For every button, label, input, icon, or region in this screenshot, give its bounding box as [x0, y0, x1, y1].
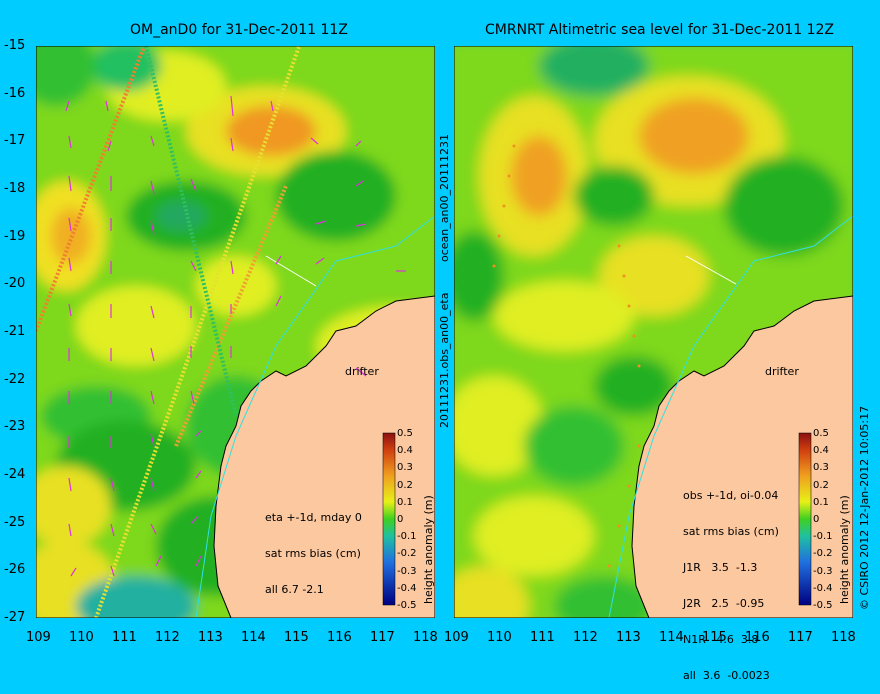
left-stats-line: eta +-1d, mday 0: [265, 511, 362, 524]
lon-tick: 109: [26, 630, 51, 645]
lon-tick: 117: [788, 630, 813, 645]
left-map-panel: [36, 46, 435, 618]
lon-tick: 115: [702, 630, 727, 645]
lat-tick: -23: [4, 419, 26, 434]
left-drifter-label: drifter: [345, 365, 379, 378]
cbar-tick: 0.3: [397, 462, 413, 473]
lat-tick: -19: [4, 229, 26, 244]
lon-tick: 112: [573, 630, 598, 645]
lon-tick: 109: [444, 630, 469, 645]
cbar-tick: -0.5: [813, 600, 833, 611]
cbar-tick: -0.1: [813, 531, 833, 542]
lon-tick: 116: [327, 630, 352, 645]
cbar-tick: -0.4: [397, 583, 417, 594]
lat-tick: -15: [4, 38, 26, 53]
left-colorbar-label: height anomaly (m): [422, 495, 435, 604]
cbar-tick: -0.3: [397, 566, 417, 577]
cbar-tick: 0.2: [397, 480, 413, 491]
right-drifter-track: [685, 255, 737, 285]
cbar-tick: -0.4: [813, 583, 833, 594]
right-observation-dots: [492, 144, 641, 568]
cbar-tick: -0.5: [397, 600, 417, 611]
cbar-tick: 0.1: [813, 497, 829, 508]
right-colorbar-label: height anomaly (m): [838, 495, 851, 604]
lon-tick: 115: [284, 630, 309, 645]
cbar-tick: -0.2: [813, 548, 833, 559]
right-stats-line: all 3.6 -0.0023: [683, 669, 770, 682]
right-map-panel: [454, 46, 853, 618]
right-stats-line: obs +-1d, oi-0.04: [683, 489, 779, 502]
right-drifter-label: drifter: [765, 365, 799, 378]
left-drifter-track: [265, 255, 317, 287]
lat-tick: -18: [4, 181, 26, 196]
lon-tick: 110: [487, 630, 512, 645]
lat-tick: -26: [4, 562, 26, 577]
lon-tick: 114: [241, 630, 266, 645]
lat-tick: -24: [4, 467, 26, 482]
right-stats-line: J2R 2.5 -0.95: [683, 597, 765, 610]
right-stats-line: J1R 3.5 -1.3: [683, 561, 758, 574]
lon-tick: 111: [530, 630, 555, 645]
middle-top-label: ocean_an00_20111231: [438, 134, 451, 262]
right-land-mass: [631, 295, 853, 618]
cbar-tick: 0.3: [813, 462, 829, 473]
left-satellite-tracks: [36, 46, 302, 618]
credit-label: © CSIRO 2012 12-Jan-2012 10:05:17: [858, 405, 871, 610]
left-land-mass: [213, 295, 435, 618]
right-map-title: CMRNRT Altimetric sea level for 31-Dec-2…: [485, 22, 835, 38]
cbar-tick: -0.3: [813, 566, 833, 577]
lon-tick: 118: [413, 630, 438, 645]
lat-tick: -17: [4, 133, 26, 148]
lat-tick: -21: [4, 324, 26, 339]
cbar-tick: 0.2: [813, 480, 829, 491]
cbar-tick: 0.4: [397, 445, 413, 456]
right-map-graphic: [454, 46, 853, 618]
middle-bottom-label: 20111231.obs_an00_eta: [438, 292, 451, 428]
left-stats: eta +-1d, mday 0 sat rms bias (cm) all 6…: [265, 488, 362, 608]
cbar-tick: 0.1: [397, 497, 413, 508]
cbar-tick: 0.5: [813, 428, 829, 439]
lon-tick: 111: [112, 630, 137, 645]
lat-tick: -20: [4, 276, 26, 291]
lat-tick: -25: [4, 515, 26, 530]
left-map-title: OM_anD0 for 31-Dec-2011 11Z: [130, 22, 348, 38]
lon-tick: 118: [831, 630, 856, 645]
left-colorbar: [382, 432, 396, 606]
right-stats-line: N1R 4.6 3.8: [683, 633, 759, 646]
left-map-graphic: [36, 46, 435, 618]
lon-tick: 113: [616, 630, 641, 645]
lon-tick: 110: [69, 630, 94, 645]
cbar-tick: 0: [397, 514, 404, 525]
left-stats-line: sat rms bias (cm): [265, 547, 361, 560]
right-contour-line: [608, 215, 853, 618]
right-stats-line: sat rms bias (cm): [683, 525, 779, 538]
right-colorbar: [798, 432, 812, 606]
lon-tick: 114: [659, 630, 684, 645]
lat-tick: -22: [4, 372, 26, 387]
lon-tick: 113: [198, 630, 223, 645]
lat-tick: -27: [4, 610, 26, 625]
cbar-tick: 0: [813, 514, 820, 525]
cbar-tick: -0.2: [397, 548, 417, 559]
cbar-tick: 0.4: [813, 445, 829, 456]
lon-tick: 116: [745, 630, 770, 645]
lon-tick: 117: [370, 630, 395, 645]
lon-tick: 112: [155, 630, 180, 645]
left-stats-line: all 6.7 -2.1: [265, 583, 324, 596]
cbar-tick: 0.5: [397, 428, 413, 439]
left-contour-line: [195, 215, 435, 618]
left-velocity-arrows: [65, 95, 406, 577]
lat-tick: -16: [4, 86, 26, 101]
cbar-tick: -0.1: [397, 531, 417, 542]
